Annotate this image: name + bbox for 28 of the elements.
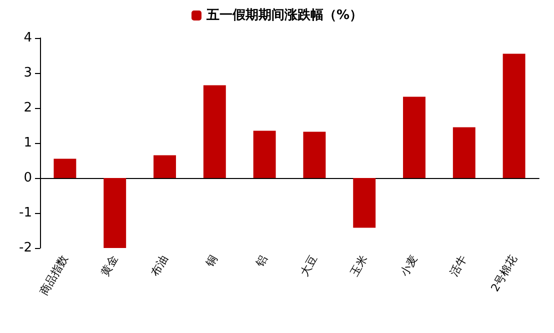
x-tick-label: 商品指数 [37,252,71,298]
bar [104,178,126,248]
x-tick-label: 玉米 [348,252,370,278]
y-tick-label: -1 [19,206,32,220]
bar [54,158,76,178]
bar [403,96,426,178]
bar [154,155,176,178]
bar [353,178,376,228]
bar [253,130,276,178]
bar [452,127,476,178]
x-tick-label: 大豆 [298,252,320,278]
bar [303,132,326,178]
bar [502,54,526,178]
x-tick-label: 活牛 [448,252,470,278]
legend-label: 五一假期期间涨跌幅（%） [205,8,363,23]
y-tick-label: -2 [19,240,32,256]
x-tick-label: 铝 [252,252,270,270]
y-tick-label: 1 [24,136,32,150]
bar [203,85,226,178]
y-tick-label: 4 [24,30,32,46]
x-tick-label: 铜 [203,252,220,270]
y-tick-label: 2 [24,100,32,116]
x-tick-label: 小麦 [398,252,420,278]
x-tick-label: 黄金 [98,252,120,278]
x-tick-label: 2号棉花 [488,252,520,294]
y-tick-label: 0 [24,170,32,186]
x-tick-label: 布油 [148,252,170,278]
y-tick-label: 3 [24,66,32,80]
